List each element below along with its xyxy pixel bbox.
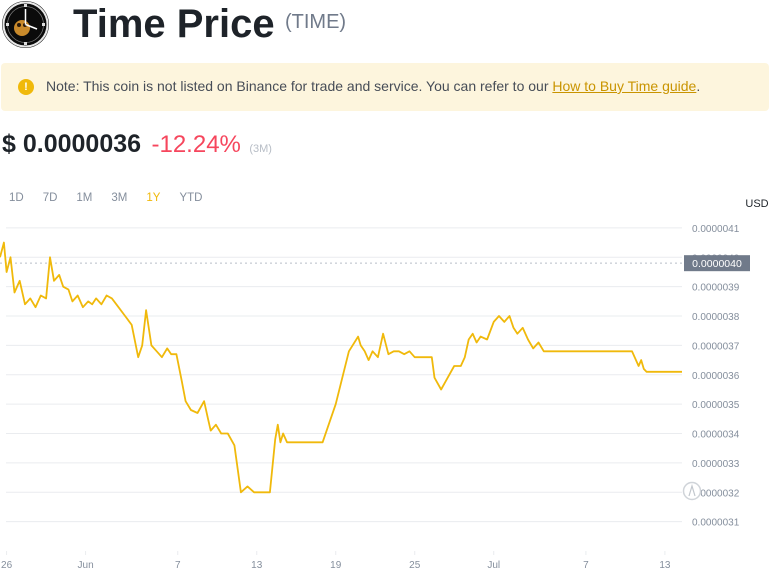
coin-ticker: (TIME) (285, 11, 347, 33)
how-to-buy-link[interactable]: How to Buy Time guide (552, 78, 697, 94)
x-tick-label: 25 (409, 560, 421, 571)
chart-reset-icon[interactable] (682, 481, 702, 501)
y-tick-label: 0.0000035 (692, 400, 740, 411)
change-period: (3M) (249, 143, 272, 155)
exclamation-circle-icon: ! (18, 79, 34, 95)
current-price: $ 0.0000036 (2, 130, 142, 158)
y-tick-label: 0.0000039 (692, 283, 740, 294)
x-tick-label: 13 (251, 560, 263, 571)
page-title: Time Price (73, 2, 275, 46)
x-tick-label: 26 (1, 560, 13, 571)
time-coin-logo-icon (2, 1, 49, 48)
clock-icon (2, 1, 49, 48)
range-tab-1y[interactable]: 1Y (146, 192, 161, 204)
y-axis-labels: 0.0000041 0.0000040 0.0000039 0.0000038 0.00… (692, 224, 740, 529)
x-tick-label: Jul (487, 560, 500, 571)
y-tick-label: 0.0000032 (692, 488, 740, 499)
y-tick-label: 0.0000038 (692, 312, 740, 323)
x-tick-label: 7 (583, 560, 589, 571)
range-tab-3m[interactable]: 3M (111, 192, 128, 204)
y-tick-label: 0.0000031 (692, 518, 740, 529)
y-tick-label: 0.0000041 (692, 224, 740, 235)
current-value-badge: 0.0000040 (684, 255, 750, 272)
note-message: Note: This coin is not listed on Binance… (46, 78, 553, 94)
x-tick-label: 7 (175, 560, 181, 571)
not-listed-note: ! Note: This coin is not listed on Binan… (1, 63, 769, 111)
x-tick-label: 19 (330, 560, 342, 571)
price-chart[interactable]: 0.0000041 0.0000040 0.0000039 0.0000038 0.00… (0, 190, 783, 575)
chart-grid (0, 227, 682, 523)
note-text: Note: This coin is not listed on Binance… (46, 78, 700, 94)
current-value-badge-bg (684, 255, 750, 272)
y-tick-label: 0.0000037 (692, 341, 740, 352)
x-tick-label: 13 (659, 560, 671, 571)
currency-label: USD (745, 198, 768, 210)
price-change: -12.24% (151, 131, 241, 158)
x-axis-labels: 26 Jun 7 13 19 25 Jul 7 13 (1, 551, 671, 571)
range-tab-1m[interactable]: 1M (76, 192, 93, 204)
range-tab-ytd[interactable]: YTD (179, 192, 203, 204)
price-row: $ 0.0000036 -12.24% (3M) (2, 130, 272, 164)
current-value-label: 0.0000040 (692, 258, 742, 270)
price-series-line (0, 241, 682, 494)
y-tick-label: 0.0000036 (692, 371, 740, 382)
y-tick-label: 0.0000033 (692, 459, 740, 470)
x-tick-label: Jun (78, 560, 94, 571)
range-tab-1d[interactable]: 1D (9, 192, 24, 204)
note-suffix: . (696, 78, 701, 94)
header: Time Price (TIME) (0, 0, 783, 52)
y-tick-label: 0.0000034 (692, 430, 740, 441)
range-tab-7d[interactable]: 7D (42, 192, 58, 204)
time-range-tabs: 1D 7D 1M 3M 1Y YTD (9, 192, 221, 204)
